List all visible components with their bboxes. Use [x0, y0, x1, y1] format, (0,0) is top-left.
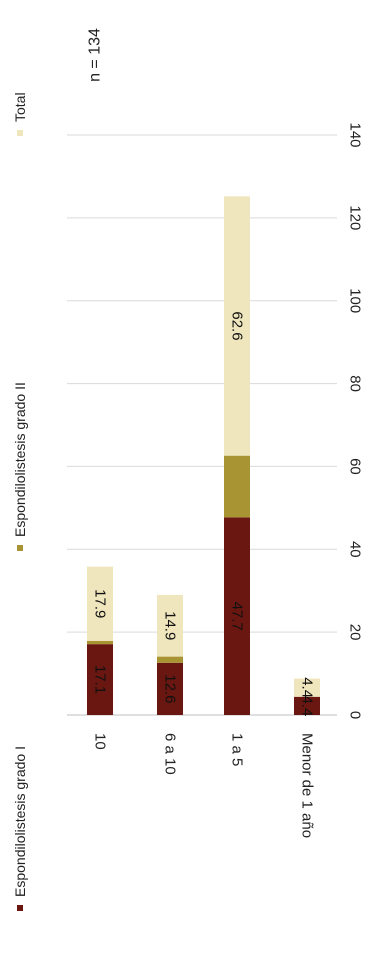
data-label-1-2: 14.9: [162, 611, 179, 640]
category-label-3: Menor de 1 año: [299, 733, 316, 838]
tick-label-20: 20: [347, 624, 364, 641]
tick-label-120: 120: [347, 205, 364, 230]
bar-3-series-2: [294, 678, 320, 697]
tick-label-60: 60: [347, 458, 364, 475]
category-label-0: 10: [92, 733, 109, 750]
data-label-0-0: 17.1: [92, 665, 109, 694]
bar-2-series-0: [224, 517, 250, 715]
data-label-3-2: 4.4: [299, 677, 316, 698]
tick-label-140: 140: [347, 122, 364, 147]
legend-swatch-1: [17, 545, 23, 551]
legend-label-0: Espondilolistesis grado I: [12, 746, 28, 897]
tick-label-80: 80: [347, 375, 364, 392]
bar-1-series-0: [157, 662, 183, 715]
data-label-0-2: 17.9: [92, 589, 109, 618]
bar-1-series-1: [157, 656, 183, 663]
data-label-1-0: 12.6: [162, 674, 179, 703]
bar-0-series-0: [87, 644, 113, 715]
category-label-1: 6 a 10: [162, 733, 179, 775]
bar-0-series-2: [87, 566, 113, 641]
tick-label-100: 100: [347, 288, 364, 313]
data-label-2-2: 62.6: [229, 311, 246, 340]
bar-1-series-2: [157, 594, 183, 657]
data-label-2-0: 47.7: [229, 602, 246, 631]
bar-3-series-0: [294, 696, 320, 715]
data-label-3-0: 4.4: [299, 695, 316, 716]
bar-0-series-1: [87, 640, 113, 645]
legend-swatch-0: [17, 905, 23, 911]
tick-label-40: 40: [347, 541, 364, 558]
tick-label-0: 0: [347, 711, 364, 719]
legend-swatch-2: [17, 130, 23, 136]
legend-label-1: Espondilolistesis grado II: [12, 382, 28, 537]
category-label-2: 1 a 5: [229, 733, 246, 766]
bar-2-series-1: [224, 455, 250, 518]
legend-label-2: Total: [12, 92, 28, 122]
sample-size-annotation: n = 134: [87, 28, 104, 82]
bar-2-series-2: [224, 196, 250, 456]
